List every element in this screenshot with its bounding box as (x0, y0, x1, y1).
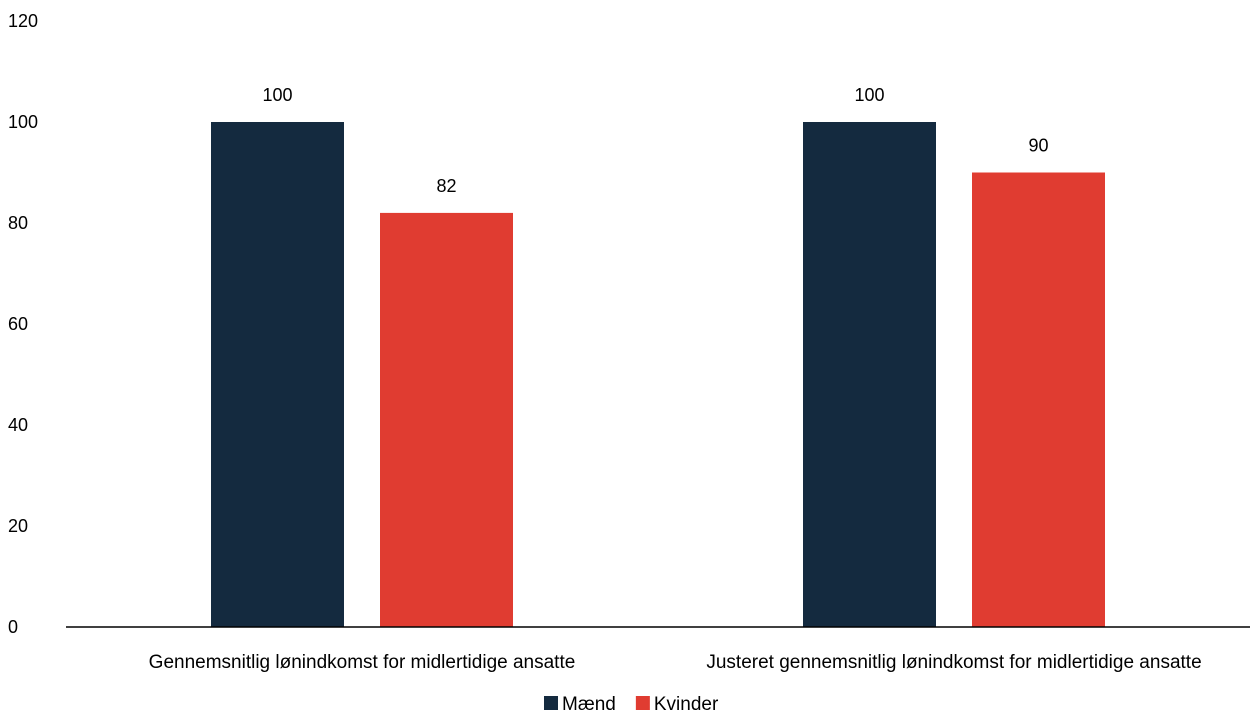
y-tick-label: 0 (8, 617, 18, 637)
category-label: Justeret gennemsnitlig lønindkomst for m… (706, 652, 1201, 673)
legend-swatch (635, 696, 650, 710)
legend-item: Mænd (544, 694, 616, 715)
bar-m-nd (211, 122, 344, 627)
data-label: 100 (854, 85, 884, 105)
y-tick-label: 20 (8, 516, 28, 536)
y-tick-label: 100 (8, 112, 38, 132)
legend: Mænd Kvinder (544, 694, 719, 715)
data-label: 100 (262, 85, 292, 105)
data-label: 90 (1028, 136, 1048, 156)
y-tick-label: 60 (8, 314, 28, 334)
bar-series (211, 122, 1105, 627)
y-axis-ticks: 0 20 40 60 80 100 120 (8, 11, 38, 637)
y-tick-label: 120 (8, 11, 38, 31)
legend-label: Mænd (562, 694, 616, 715)
bar-kvinder (380, 212, 513, 627)
legend-swatch (544, 696, 558, 710)
bar-kvinder (972, 172, 1105, 627)
y-tick-label: 40 (8, 415, 28, 435)
category-labels: Gennemsnitlig lønindkomst for midlertidi… (149, 652, 1202, 673)
category-label: Gennemsnitlig lønindkomst for midlertidi… (149, 652, 576, 673)
y-tick-label: 80 (8, 213, 28, 233)
bar-m-nd (803, 122, 936, 627)
legend-label: Kvinder (654, 694, 719, 715)
legend-item: Kvinder (635, 694, 719, 715)
data-labels: 100 82 100 90 (262, 85, 1048, 196)
data-label: 82 (436, 176, 456, 196)
